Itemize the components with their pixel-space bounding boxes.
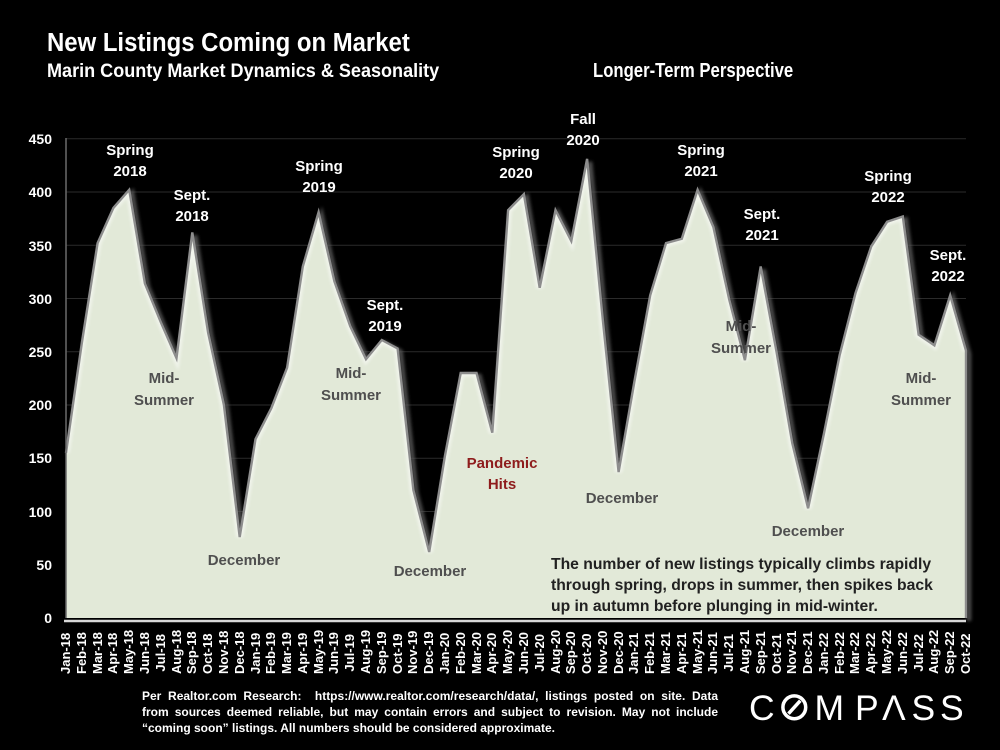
svg-text:S: S xyxy=(940,688,964,728)
svg-text:P: P xyxy=(855,688,879,728)
svg-text:C: C xyxy=(749,688,775,728)
svg-text:M: M xyxy=(815,688,845,728)
svg-text:Λ: Λ xyxy=(882,688,906,728)
svg-text:S: S xyxy=(912,688,936,728)
